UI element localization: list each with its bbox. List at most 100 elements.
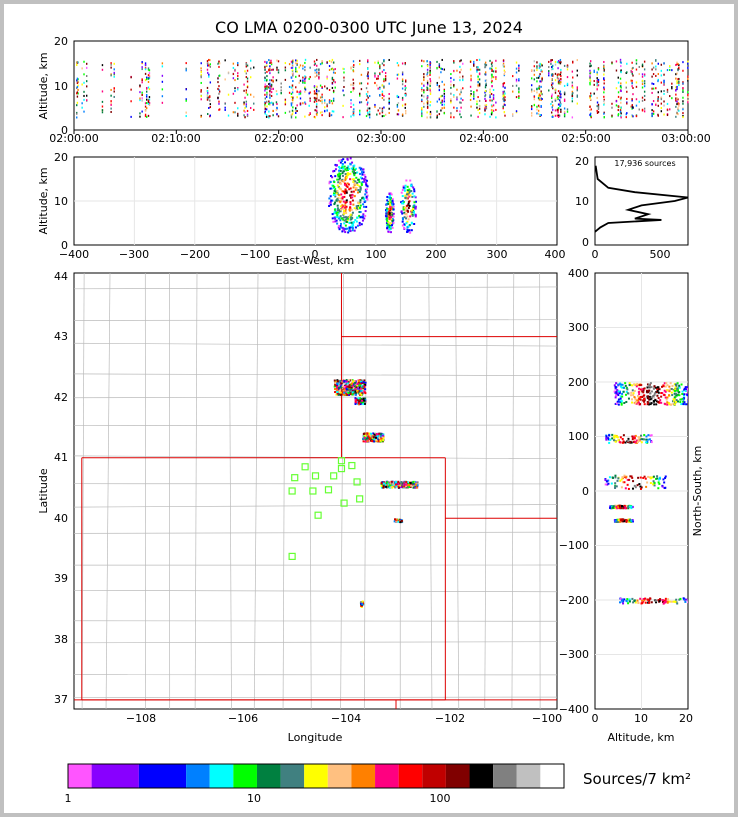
th-source-mark [593, 83, 595, 86]
th-source-mark [353, 87, 355, 90]
th-source-mark [423, 60, 425, 63]
th-source-mark [81, 67, 83, 70]
map-source-mark [359, 401, 362, 404]
th-source-mark [374, 76, 376, 79]
th-source-mark [596, 83, 598, 86]
ew-source-mark [329, 195, 332, 198]
th-source-mark [368, 107, 371, 110]
ns-source-mark [616, 479, 619, 482]
ns-source-mark [672, 402, 675, 405]
th-source-mark [538, 105, 541, 108]
ew-source-mark [357, 178, 360, 181]
th-source-mark [208, 58, 210, 61]
map-source-mark [416, 484, 419, 487]
th-source-mark [383, 60, 385, 63]
ns-source-mark [667, 402, 670, 405]
th-source-mark [245, 76, 248, 79]
map-source-mark [368, 437, 371, 440]
ew-source-mark [349, 157, 352, 160]
th-source-mark [678, 102, 680, 105]
ew-source-mark [411, 192, 414, 195]
th-source-mark [331, 78, 334, 81]
th-source-mark [635, 115, 638, 118]
ew-source-mark [388, 192, 391, 195]
th-source-mark [296, 90, 298, 93]
map-source-mark [371, 440, 374, 443]
th-source-mark [560, 75, 562, 78]
ew-xtick-m200: −200 [180, 248, 210, 261]
th-source-mark [563, 91, 566, 94]
ns-source-mark [678, 384, 681, 387]
th-source-mark [284, 98, 287, 101]
th-source-mark [540, 104, 542, 107]
ew-source-mark [339, 208, 342, 211]
th-source-mark [217, 62, 219, 65]
ew-source-mark [410, 213, 413, 216]
ns-source-mark [664, 385, 667, 388]
ns-source-mark [636, 441, 639, 444]
ew-source-mark [337, 217, 340, 220]
ns-source-mark [613, 436, 616, 439]
th-source-mark [441, 107, 443, 110]
th-source-mark [147, 86, 150, 89]
th-source-mark [299, 90, 302, 93]
th-source-mark [429, 104, 431, 107]
th-source-mark [397, 113, 400, 116]
ns-source-mark [629, 475, 632, 478]
th-source-mark [572, 86, 574, 89]
ns-source-mark [635, 402, 638, 405]
th-source-mark [272, 68, 274, 71]
map-source-mark [373, 433, 376, 436]
ew-source-mark [392, 208, 395, 211]
ew-source-mark [334, 201, 337, 204]
ns-source-mark [686, 394, 688, 397]
th-source-mark [359, 92, 361, 95]
th-source-mark [350, 105, 352, 108]
th-source-mark [631, 79, 633, 82]
map-ytick-41: 41 [54, 451, 68, 464]
ew-source-mark [385, 211, 388, 214]
th-source-mark [491, 80, 493, 83]
th-source-mark [556, 76, 559, 79]
map-source-mark [361, 392, 364, 395]
map-source-mark [387, 481, 390, 484]
th-source-mark [295, 59, 297, 62]
th-source-mark [224, 59, 226, 62]
th-source-mark [426, 102, 429, 105]
ns-source-mark [653, 400, 656, 403]
ns-ytick-m100: −100 [559, 539, 589, 552]
map-source-mark [335, 388, 338, 391]
ew-source-mark [343, 192, 346, 195]
ew-source-mark [401, 224, 404, 227]
map-source-mark [363, 379, 366, 382]
th-source-mark [495, 78, 497, 81]
map-source-mark [373, 440, 376, 443]
map-source-mark [404, 483, 407, 486]
th-source-mark [589, 65, 591, 68]
th-source-mark [456, 107, 458, 110]
th-source-mark [316, 71, 318, 74]
ew-source-mark [365, 184, 368, 187]
th-source-mark [436, 60, 438, 63]
map-panel: Longitude Latitude −108 −106 −104 −102 −… [37, 270, 562, 744]
ns-source-mark [655, 599, 658, 602]
th-source-mark [530, 88, 533, 91]
ns-source-mark [633, 383, 636, 386]
ns-source-mark [673, 392, 676, 395]
map-source-mark [397, 485, 400, 488]
ns-source-mark [668, 403, 671, 406]
th-source-mark [253, 95, 255, 98]
ew-source-mark [342, 218, 345, 221]
ew-source-mark [351, 161, 354, 164]
ew-source-mark [345, 176, 348, 179]
th-ytick-20: 20 [54, 35, 68, 48]
th-source-mark [208, 73, 210, 76]
th-source-mark [677, 101, 679, 104]
th-source-mark [383, 59, 385, 62]
ns-source-mark [620, 505, 623, 508]
map-source-mark [363, 401, 366, 404]
ns-source-mark [673, 383, 676, 386]
ns-source-mark [621, 507, 624, 510]
ns-source-mark [628, 599, 631, 602]
map-source-mark [367, 435, 370, 438]
